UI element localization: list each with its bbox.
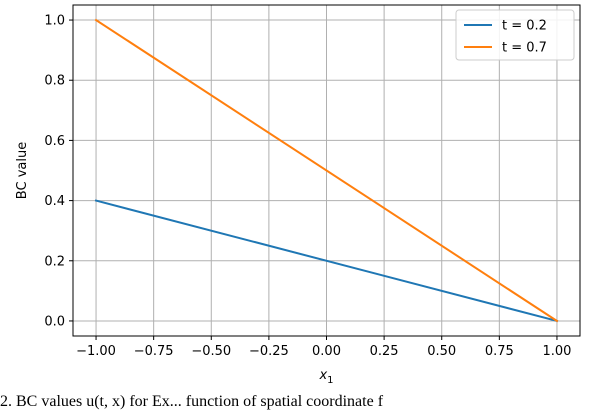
x-tick-label: −0.75 bbox=[134, 344, 174, 359]
bc-line-chart: −1.00 −0.75 −0.50 −0.25 0.00 0.25 0.50 0.75 1.00… bbox=[15, 4, 581, 386]
series-line-2 bbox=[94, 18, 559, 323]
x-tick-label: 0.00 bbox=[312, 344, 341, 359]
series-lines bbox=[94, 18, 559, 323]
x-tick-label: 0.75 bbox=[485, 344, 514, 359]
x-axis-ticks: −1.00 −0.75 −0.50 −0.25 0.00 0.25 0.50 0.75 1.00 bbox=[76, 336, 571, 359]
series-line-1 bbox=[94, 199, 559, 323]
legend-label: t = 0.2 bbox=[502, 19, 547, 34]
y-tick-label: 0.0 bbox=[44, 314, 65, 329]
y-tick-label: 0.4 bbox=[44, 194, 65, 209]
x-axis-label: x1 bbox=[318, 368, 333, 386]
legend: t = 0.2 t = 0.7 bbox=[455, 9, 575, 61]
x-tick-label: −1.00 bbox=[76, 344, 116, 359]
x-tick-label: −0.25 bbox=[249, 344, 289, 359]
y-axis-ticks: 0.0 0.2 0.4 0.6 0.8 1.0 bbox=[44, 14, 73, 329]
legend-label: t = 0.7 bbox=[502, 41, 547, 56]
x-tick-label: −0.50 bbox=[191, 344, 231, 359]
x-tick-label: 1.00 bbox=[542, 344, 571, 359]
x-tick-label: 0.50 bbox=[427, 344, 456, 359]
y-tick-label: 1.0 bbox=[44, 14, 65, 29]
x-tick-label: 0.25 bbox=[370, 344, 399, 359]
y-axis-label: BC value bbox=[15, 142, 30, 199]
y-tick-label: 0.8 bbox=[44, 74, 65, 89]
figure-caption: 2. BC values u(t, x) for Ex... function … bbox=[0, 393, 384, 410]
y-tick-label: 0.2 bbox=[44, 254, 65, 269]
y-tick-label: 0.6 bbox=[44, 134, 65, 149]
